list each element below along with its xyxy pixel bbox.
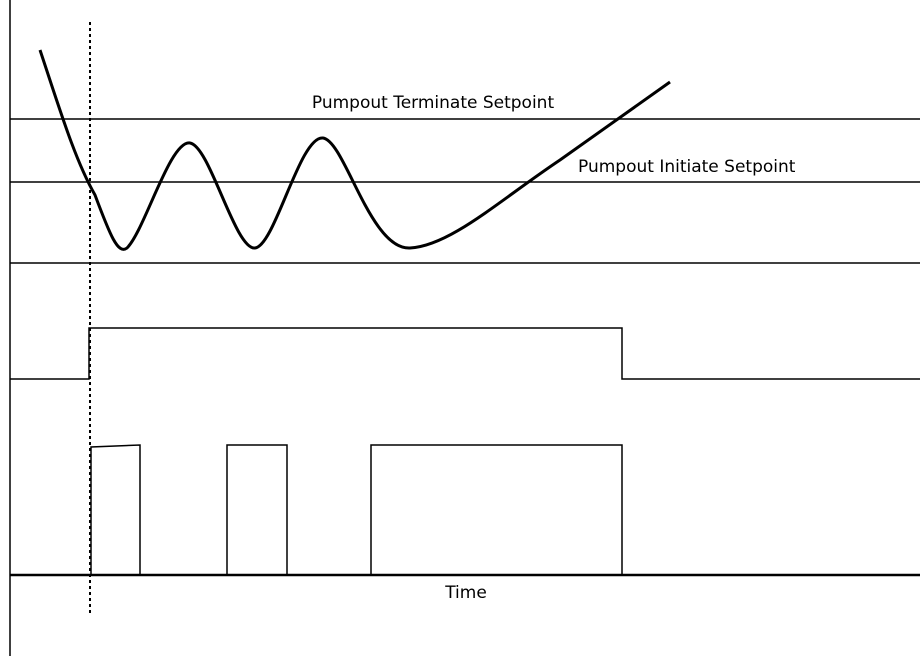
initiate-label: Pumpout Initiate Setpoint [578,157,796,177]
pumpout-state-signal [10,327,920,380]
pump-pulses [90,444,623,575]
terminate-label: Pumpout Terminate Setpoint [312,93,555,113]
level-curve [38,49,671,251]
time-label: Time [444,583,487,603]
